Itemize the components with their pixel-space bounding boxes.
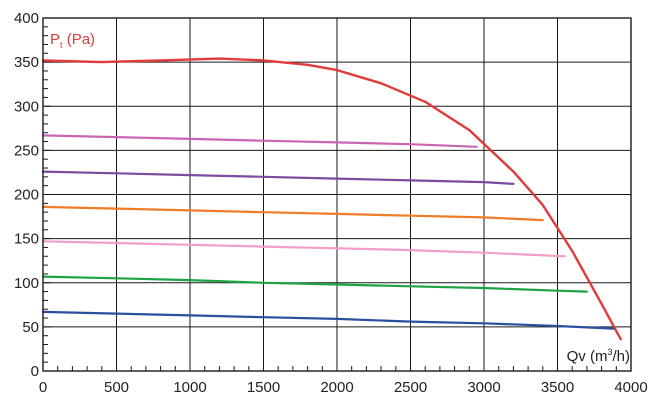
- y-tick-label: 250: [14, 142, 39, 159]
- x-tick-label: 2500: [394, 379, 427, 396]
- x-tick-label: 4000: [614, 379, 647, 396]
- grid: [43, 18, 631, 371]
- y-tick-label: 300: [14, 98, 39, 115]
- minor-ticks: [42, 17, 632, 372]
- y-tick-label: 100: [14, 275, 39, 292]
- x-tick-label: 1000: [173, 379, 206, 396]
- series-line-7: [41, 310, 615, 330]
- series-line-4: [41, 205, 544, 222]
- x-axis-label: Qv (m3/h): [567, 347, 630, 365]
- y-tick-label: 200: [14, 187, 39, 204]
- series-group: [41, 57, 622, 341]
- x-tick-label: 1500: [247, 379, 280, 396]
- x-tick-label: 500: [104, 379, 129, 396]
- y-tick-label: 350: [14, 54, 39, 71]
- plot-frame: [42, 17, 632, 372]
- series-line-2: [41, 134, 478, 148]
- series-line-5: [41, 240, 566, 258]
- x-tick-label: 3000: [467, 379, 500, 396]
- y-tick-label: 50: [22, 319, 39, 336]
- series-line-6: [41, 275, 588, 293]
- x-tick-label: 3500: [541, 379, 574, 396]
- labels: 0 500 1000 1500 2000 2500 3000 3500 4000 0 50 100 15…: [14, 10, 648, 396]
- axes: [42, 17, 632, 372]
- x-tick-label: 0: [39, 379, 47, 396]
- y-tick-label: 400: [14, 10, 39, 27]
- y-tick-label: 0: [31, 363, 39, 380]
- x-tick-label: 2000: [320, 379, 353, 396]
- series-line-1: [41, 57, 622, 341]
- y-tick-label: 150: [14, 231, 39, 248]
- series-line-3: [41, 170, 515, 185]
- y-axis-label: Pt (Pa): [50, 31, 95, 50]
